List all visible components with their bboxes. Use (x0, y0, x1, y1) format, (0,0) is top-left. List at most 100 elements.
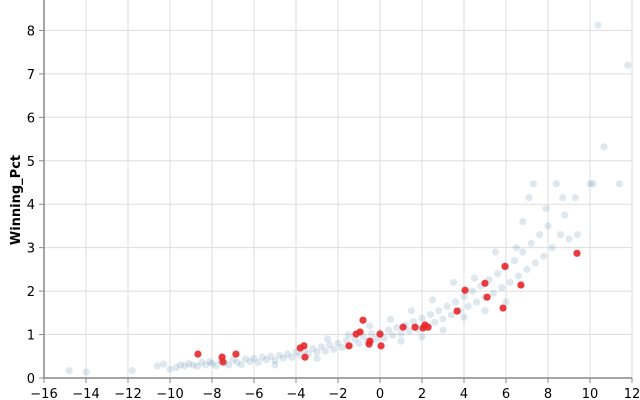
data-point (600, 143, 608, 151)
data-point (372, 335, 380, 343)
y-tick-label: 8 (27, 24, 35, 39)
x-tick-label: −4 (286, 387, 305, 400)
x-tick-label: 0 (376, 387, 384, 400)
x-tick-label: 2 (418, 387, 426, 400)
data-point (536, 231, 544, 239)
data-point (397, 337, 405, 345)
highlight-point (345, 342, 353, 350)
data-point (573, 231, 582, 239)
data-point (344, 330, 353, 339)
highlight-points (194, 249, 581, 366)
highlight-point (399, 323, 407, 331)
x-tick-label: −14 (72, 387, 99, 400)
data-point (542, 204, 550, 213)
highlight-point (376, 330, 384, 338)
data-point (512, 244, 521, 252)
data-point (368, 330, 376, 338)
data-point (435, 307, 443, 315)
highlight-point (301, 353, 309, 361)
data-point (386, 315, 395, 323)
data-point (491, 248, 500, 256)
data-point (559, 194, 567, 202)
data-point (431, 318, 439, 326)
highlight-point (365, 340, 373, 348)
data-point (447, 311, 455, 319)
data-point (181, 362, 189, 370)
data-point (384, 326, 392, 334)
data-point (176, 361, 185, 369)
data-point (128, 367, 136, 375)
data-point (193, 362, 201, 370)
x-tick-label: −6 (244, 387, 263, 400)
data-point (494, 270, 502, 278)
data-point (426, 310, 434, 319)
data-point (418, 314, 426, 322)
highlight-point (194, 350, 202, 358)
data-point (615, 180, 624, 188)
data-point (271, 357, 279, 365)
highlight-point (517, 281, 525, 289)
x-tick-label: −16 (30, 387, 57, 400)
data-point (565, 235, 573, 243)
data-point (172, 363, 180, 372)
data-point (82, 368, 90, 376)
highlight-point (424, 323, 432, 331)
data-point (166, 365, 174, 373)
data-point (65, 367, 73, 375)
data-point (225, 361, 233, 369)
data-point (624, 61, 632, 69)
background-points (65, 21, 632, 376)
data-point (407, 307, 416, 315)
data-point (355, 339, 363, 347)
data-point (229, 356, 237, 364)
data-point (594, 21, 602, 29)
y-tick-label: 6 (27, 111, 35, 126)
data-point (468, 287, 476, 295)
data-point (428, 296, 437, 304)
data-point (464, 302, 472, 310)
highlight-point (411, 323, 419, 331)
data-point (321, 347, 329, 355)
highlight-point (483, 293, 491, 301)
data-point (557, 231, 565, 239)
y-tick-label: 1 (27, 329, 35, 344)
data-point (271, 361, 279, 369)
data-point (544, 222, 552, 230)
data-point (323, 335, 332, 343)
data-point (212, 362, 220, 370)
data-point (233, 358, 241, 366)
y-tick-label: 5 (27, 155, 35, 170)
data-point (460, 292, 468, 300)
data-point (160, 360, 168, 368)
x-tick-label: −2 (328, 387, 347, 400)
data-point (418, 333, 426, 341)
x-tick-label: −10 (156, 387, 183, 400)
y-tick-label: 4 (27, 198, 35, 213)
data-point (540, 252, 548, 260)
data-point (489, 289, 497, 297)
data-point (452, 298, 460, 306)
highlight-point (359, 316, 367, 324)
data-point (275, 351, 283, 360)
data-point (284, 350, 292, 358)
highlight-point (300, 342, 308, 350)
x-tick-label: 10 (582, 387, 599, 400)
grid (43, 0, 633, 379)
data-point (254, 358, 262, 366)
data-point (313, 348, 321, 356)
y-tick-label: 3 (27, 242, 35, 257)
data-point (389, 331, 397, 340)
y-axis-title: Winning_Pct (9, 155, 24, 245)
highlight-point (356, 328, 364, 336)
data-point (519, 217, 527, 226)
data-point (393, 324, 401, 332)
x-tick-label: 12 (624, 387, 640, 400)
data-point (197, 358, 206, 366)
data-point (334, 339, 342, 347)
data-point (529, 180, 537, 188)
data-point (309, 344, 317, 353)
data-point (242, 355, 250, 363)
data-point (153, 362, 161, 370)
